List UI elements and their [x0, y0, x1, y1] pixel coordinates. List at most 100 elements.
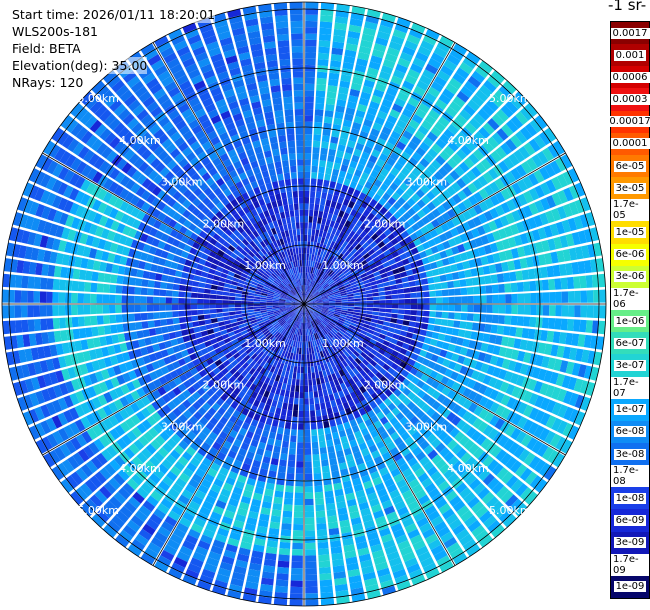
range-gate-cell — [334, 16, 348, 25]
range-gate-cell — [406, 226, 415, 235]
range-gate-cell — [555, 305, 562, 317]
range-gate-cell — [498, 509, 513, 523]
range-gate-cell — [415, 545, 429, 557]
range-gate-cell — [495, 204, 505, 217]
range-gate-cell — [290, 586, 303, 594]
range-gate-cell — [195, 421, 205, 431]
range-gate-cell — [342, 441, 351, 450]
range-gate-cell — [324, 317, 331, 323]
range-gate-cell — [104, 500, 118, 514]
range-gate-cell — [364, 21, 378, 31]
range-gate-cell — [94, 490, 108, 504]
range-gate-cell — [289, 391, 295, 398]
range-gate-cell — [331, 344, 338, 352]
range-gate-cell — [299, 385, 304, 393]
range-gate-cell — [173, 376, 183, 386]
range-gate-cell — [182, 539, 196, 551]
range-gate-cell — [311, 327, 316, 334]
range-gate-cell — [244, 416, 253, 425]
range-gate-cell — [468, 259, 477, 268]
range-gate-cell — [318, 323, 324, 330]
range-gate-cell — [449, 169, 460, 181]
range-gate-cell — [357, 344, 365, 352]
range-gate-cell — [430, 245, 439, 254]
range-gate-cell — [235, 289, 243, 294]
range-gate-cell — [327, 253, 333, 261]
range-gate-cell — [261, 501, 272, 509]
range-gate-cell — [338, 170, 347, 179]
range-gate-cell — [505, 304, 512, 314]
range-gate-cell — [154, 531, 168, 544]
range-gate-cell — [540, 197, 551, 211]
range-gate-cell — [172, 527, 186, 539]
range-gate-cell — [267, 437, 275, 446]
range-gate-cell — [307, 279, 310, 286]
range-gate-cell — [585, 275, 593, 288]
range-gate-cell — [70, 471, 84, 486]
range-gate-cell — [417, 45, 432, 57]
range-gate-cell — [441, 408, 452, 419]
range-gate-cell — [178, 304, 185, 311]
range-gate-cell — [375, 379, 384, 388]
range-gate-cell — [310, 184, 316, 192]
range-gate-cell — [335, 304, 342, 306]
range-gate-cell — [344, 486, 354, 495]
range-gate-cell — [358, 421, 367, 431]
range-gate-cell — [248, 424, 257, 433]
range-gate-cell — [501, 238, 511, 250]
range-gate-cell — [511, 293, 518, 304]
range-gate-cell — [427, 510, 441, 522]
range-gate-cell — [289, 593, 303, 600]
range-gate-cell — [333, 221, 340, 230]
range-gate-cell — [269, 521, 280, 530]
range-gate-cell — [540, 266, 548, 278]
range-gate-cell — [391, 304, 399, 309]
range-gate-cell — [179, 517, 192, 528]
range-gate-cell — [138, 505, 152, 518]
range-gate-cell — [364, 317, 372, 322]
range-gate-cell — [304, 473, 313, 481]
range-gate-cell — [335, 323, 343, 328]
range-gate-cell — [553, 358, 563, 372]
range-gate-cell — [294, 307, 300, 313]
range-gate-cell — [362, 571, 377, 581]
range-gate-cell — [305, 291, 308, 298]
range-gate-cell — [454, 304, 462, 312]
range-gate-cell — [528, 407, 540, 421]
range-gate-cell — [568, 425, 580, 440]
range-gate-cell — [461, 376, 471, 387]
range-gate-cell — [214, 533, 228, 543]
range-gate-cell — [375, 279, 383, 285]
range-gate-cell — [375, 323, 383, 329]
range-gate-cell — [428, 317, 436, 325]
range-gate-cell — [258, 388, 266, 396]
range-gate-cell — [580, 197, 591, 212]
range-gate-cell — [394, 23, 409, 34]
range-gate-cell — [325, 276, 331, 282]
range-gate-cell — [270, 365, 276, 373]
range-gate-cell — [317, 345, 322, 352]
range-gate-cell — [404, 293, 411, 299]
range-gate-cell — [347, 355, 355, 363]
range-gate-cell — [355, 416, 364, 425]
range-gate-cell — [351, 269, 359, 276]
range-gate-cell — [230, 401, 239, 410]
range-gate-cell — [321, 459, 329, 467]
range-gate-cell — [447, 123, 459, 135]
range-gate-cell — [40, 318, 48, 331]
range-gate-cell — [462, 260, 471, 270]
range-gate-cell — [71, 305, 78, 316]
range-gate-cell — [276, 361, 282, 369]
range-gate-cell — [102, 283, 110, 293]
range-gate-cell — [219, 466, 230, 477]
range-gate-cell — [318, 40, 331, 48]
range-gate-cell — [266, 540, 278, 548]
range-gate-cell — [179, 545, 193, 557]
range-gate-cell — [324, 348, 330, 356]
range-gate-cell — [347, 298, 355, 302]
range-gate-cell — [317, 178, 324, 186]
range-gate-cell — [443, 468, 455, 480]
range-gate-cell — [407, 500, 420, 511]
range-gate-cell — [402, 211, 412, 221]
